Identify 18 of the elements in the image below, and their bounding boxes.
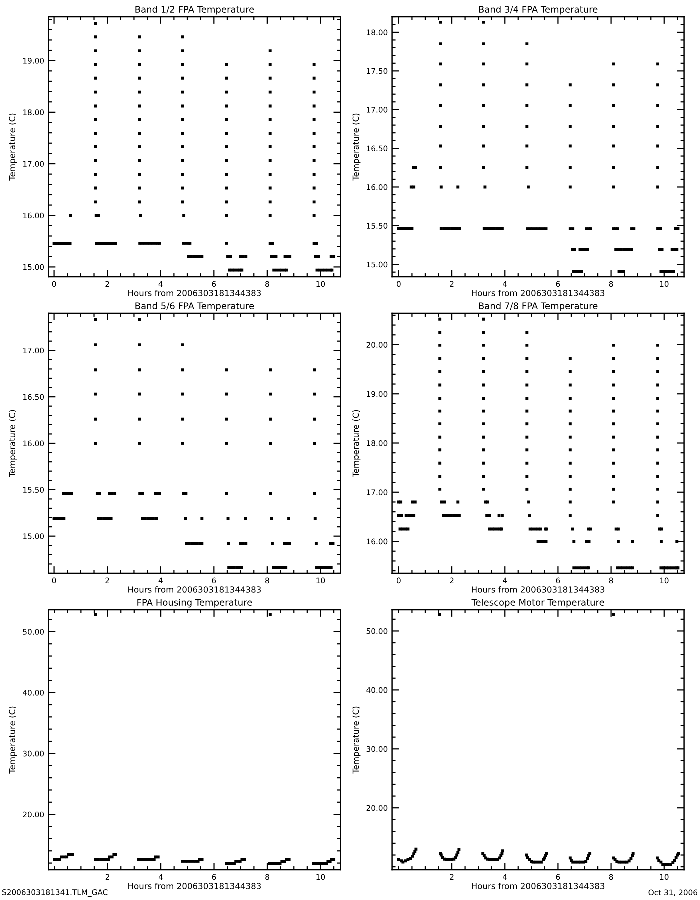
chart-title: FPA Housing Temperature [138, 598, 252, 608]
y-axis-title: Temperature (C) [352, 114, 361, 181]
chart-title: Band 1/2 FPA Temperature [136, 6, 254, 15]
y-axis-title: Temperature (C) [9, 706, 18, 774]
chart-title: Band 7/8 FPA Temperature [479, 302, 598, 312]
y-axis-title: Temperature (C) [9, 114, 18, 181]
x-axis-title: Hours from 2006303181344383 [128, 586, 261, 593]
y-axis-title: Temperature (C) [352, 706, 361, 774]
chart-title: Band 3/4 FPA Temperature [479, 6, 598, 15]
chart-title: Band 5/6 FPA Temperature [136, 302, 254, 312]
y-axis-title: Temperature (C) [9, 410, 18, 478]
x-axis-title: Hours from 2006303181344383 [128, 882, 261, 890]
y-axis-title: Temperature (C) [352, 410, 361, 478]
x-axis-title: Hours from 2006303181344383 [472, 882, 605, 890]
x-axis-title: Hours from 2006303181344383 [128, 290, 261, 296]
x-axis-title: Hours from 2006303181344383 [472, 586, 605, 593]
chart-title: Telescope Motor Temperature [472, 598, 604, 608]
x-axis-title: Hours from 2006303181344383 [472, 290, 605, 296]
